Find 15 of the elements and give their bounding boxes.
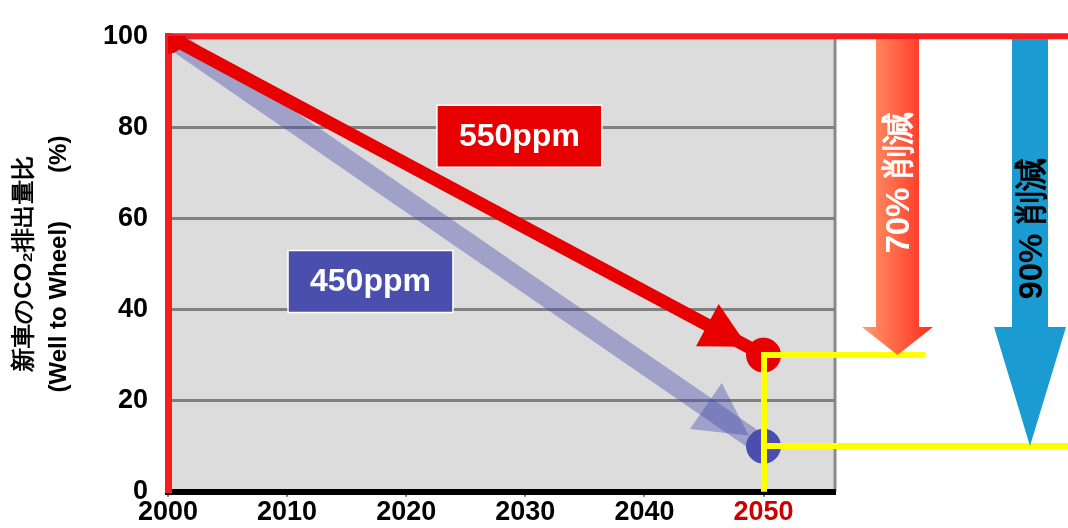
y-tick-label: 100 xyxy=(102,19,148,50)
y-tick-label: 60 xyxy=(117,201,148,232)
y-tick-label: 20 xyxy=(117,384,148,415)
x-tick-label: 2050 xyxy=(733,496,794,527)
x-tick-label: 2020 xyxy=(376,496,437,527)
series-label: 450ppm xyxy=(310,262,431,299)
series-label: 550ppm xyxy=(458,117,580,154)
x-tick-label: 2010 xyxy=(257,496,318,527)
text: 70% 削減 xyxy=(878,112,916,254)
y-axis-title: 新車のCO₂排出量比 (Well to Wheel) (%) xyxy=(9,135,71,393)
y-tick-label: 80 xyxy=(117,110,148,141)
text: 90% 削減 xyxy=(1011,158,1049,300)
x-tick-label: 2040 xyxy=(614,496,675,527)
y-tick-label: 40 xyxy=(117,293,148,324)
x-tick-label: 2030 xyxy=(495,496,556,527)
